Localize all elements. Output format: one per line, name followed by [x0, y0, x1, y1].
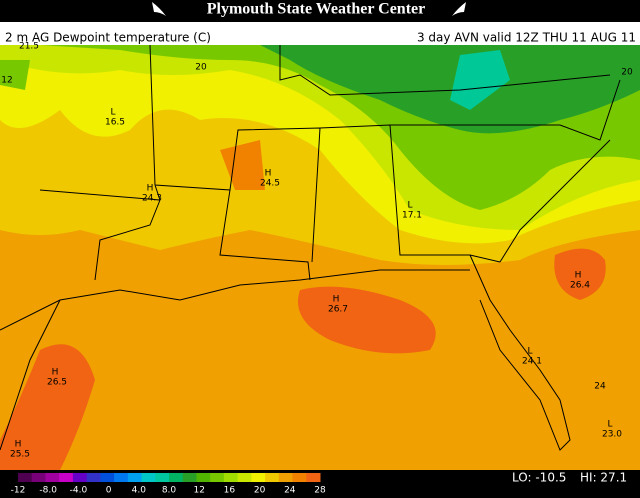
colorbar-label: 8.0 [162, 486, 177, 496]
colorbar-segment [72, 473, 88, 482]
colorbar-segment [31, 473, 46, 482]
extremum-value: 26.7 [328, 305, 348, 315]
colorbar-segment [18, 473, 33, 482]
map [0, 44, 640, 470]
contour-label: 21.5 [19, 42, 39, 52]
colorbar-label: 28 [314, 486, 326, 496]
header-bar [0, 22, 640, 45]
extremum-mark: H [147, 184, 154, 194]
warm-core [554, 248, 606, 300]
colorbar-label: 20 [254, 486, 266, 496]
colorbar-segment [155, 473, 170, 482]
contour-label: 20 [621, 68, 633, 78]
colorbar-segment [306, 473, 321, 482]
contour-label: 24 [594, 382, 606, 392]
extremum-mark: H [265, 169, 272, 179]
colorbar-label: -4.0 [70, 486, 88, 496]
colorbar-segment [278, 473, 294, 482]
extremum-mark: L [110, 108, 115, 118]
extremum-mark: H [575, 271, 582, 281]
colorbar-segment [141, 473, 156, 482]
colorbar-label: -8.0 [39, 486, 57, 496]
colorbar-segment [100, 473, 115, 482]
colorbar-segment [182, 473, 197, 482]
warm-core [298, 286, 436, 354]
extremum-mark: L [407, 201, 412, 211]
colorbar-label: 0 [106, 486, 112, 496]
extremum-mark: H [52, 368, 59, 378]
title-bar [0, 0, 640, 22]
extremum-value: 16.5 [105, 118, 125, 128]
colorbar-segment [169, 473, 184, 482]
extremum-value: 24.5 [260, 179, 280, 189]
extremum-value: 25.5 [10, 450, 30, 460]
contour [450, 50, 510, 110]
extremum-mark: L [527, 347, 532, 357]
colorbar-segment [251, 473, 266, 482]
colorbar-segment [237, 473, 252, 482]
colorbar-label: 4.0 [132, 486, 147, 496]
colorbar-segment [196, 473, 211, 482]
state-borders [0, 44, 621, 451]
extremum-value: 24.1 [522, 357, 542, 367]
extremum-value: 26.5 [47, 378, 67, 388]
colorbar-segment [210, 473, 225, 482]
title: Plymouth State Weather Center [207, 1, 425, 18]
colorbar-segment [45, 473, 60, 482]
extremum-value: 23.0 [602, 430, 622, 440]
field-label: 2 m AG Dewpoint temperature (C) [5, 31, 211, 45]
contour-label: 12 [1, 76, 12, 86]
extremum-mark: L [607, 420, 612, 430]
colorbar-label: -12 [11, 486, 26, 496]
colorbar-segment [86, 473, 101, 482]
colorbar-segment [223, 473, 239, 482]
warm-core [0, 344, 95, 470]
colorbar-label: 16 [224, 486, 236, 496]
extremum-value: 17.1 [402, 211, 422, 221]
colorbar-segment [59, 473, 74, 482]
colorbar-label: 12 [193, 486, 204, 496]
extremum-value: 24.3 [142, 194, 162, 204]
extremum-mark: H [333, 295, 340, 305]
colorbar-segment [292, 473, 307, 482]
lo-label: LO: -10.5 [512, 471, 566, 485]
extremum-mark: H [15, 440, 22, 450]
colorbar-label: 24 [284, 486, 296, 496]
contour-label: 20 [195, 63, 207, 73]
contour [260, 45, 640, 134]
hi-label: HI: 27.1 [580, 471, 627, 485]
extremum-value: 26.4 [570, 281, 590, 291]
colorbar-segment [114, 473, 129, 482]
colorbar-segment [265, 473, 280, 482]
colorbar-segment [127, 473, 143, 482]
valid-label: 3 day AVN valid 12Z THU 11 AUG 11 [417, 31, 636, 45]
